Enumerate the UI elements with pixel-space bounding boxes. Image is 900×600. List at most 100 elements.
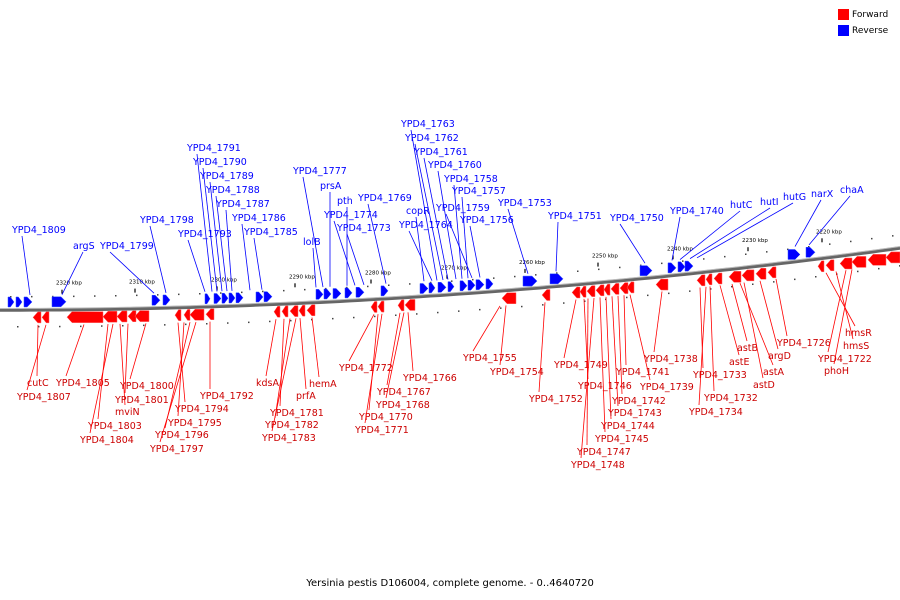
reverse-label-leader (696, 202, 794, 259)
forward-gene-label: astA (763, 367, 784, 378)
forward-gene-label: hmsR (845, 328, 872, 339)
track-dot (808, 246, 810, 248)
track-dot (535, 274, 537, 276)
reverse-gene-label: chaA (840, 185, 864, 196)
reverse-gene-label: YPD4_1809 (11, 225, 66, 236)
forward-gene-label: mviN (115, 407, 140, 418)
forward-label-leader (299, 318, 307, 390)
track-dot (178, 293, 180, 296)
forward-gene-label: YPD4_1738 (643, 354, 698, 365)
reverse-gene-arrow (15, 296, 23, 308)
reverse-gene-label: YPD4_1786 (231, 213, 286, 224)
forward-gene-arrow (127, 310, 137, 322)
track-dot (248, 321, 250, 324)
reverse-label-leader (415, 216, 425, 282)
reverse-label-leader (209, 181, 223, 292)
legend-forward: Forward (838, 9, 888, 20)
reverse-label-leader (671, 216, 681, 261)
track-dot (80, 325, 82, 328)
forward-gene-arrow (705, 273, 713, 286)
forward-gene-label: YPD4_1781 (269, 408, 324, 419)
reverse-label-leader (109, 251, 155, 294)
forward-gene-arrow (281, 305, 289, 318)
track-dot (17, 326, 19, 328)
tick-label: 2280 kbp (365, 271, 391, 277)
forward-label-leader (119, 323, 126, 406)
forward-label-leader (563, 299, 577, 359)
track-dot (101, 325, 103, 327)
reverse-gene-arrow (549, 273, 564, 285)
reverse-label-leader (333, 220, 356, 286)
reverse-gene-arrow (428, 282, 436, 294)
forward-gene-arrow (741, 269, 755, 282)
reverse-label-leader (61, 251, 84, 295)
legend-forward-label: Forward (852, 9, 889, 20)
reverse-label-leader (202, 167, 218, 292)
track-dot (115, 295, 117, 297)
reverse-gene-label: copR (406, 206, 430, 217)
reverse-gene-label: YPD4_1761 (413, 147, 468, 158)
reverse-gene-label: YPD4_1763 (400, 119, 455, 130)
reverse-gene-label: argS (73, 241, 95, 252)
forward-label-leader (611, 296, 619, 407)
forward-gene-label: YPD4_1792 (199, 391, 254, 402)
forward-gene-label: cutC (27, 378, 49, 389)
forward-gene-arrow (867, 254, 887, 266)
forward-gene-label: kdsA (256, 378, 279, 389)
reverse-label-leader (507, 208, 529, 274)
forward-gene-arrow (306, 304, 316, 317)
forward-label-leader (739, 282, 774, 366)
reverse-gene-label: hutC (730, 200, 753, 211)
forward-gene-label: YPD4_1747 (576, 447, 631, 458)
forward-gene-label: phoH (824, 366, 849, 377)
forward-gene-label: YPD4_1772 (338, 363, 393, 374)
forward-gene-label: YPD4_1805 (55, 378, 110, 389)
track-dot (703, 258, 705, 260)
reverse-label-leader (187, 239, 206, 292)
reverse-gene-arrow (437, 282, 447, 293)
forward-gene-label: YPD4_1794 (174, 404, 229, 415)
forward-gene-label: YPD4_1744 (600, 421, 655, 432)
track-dot (94, 295, 96, 297)
reverse-gene-arrow (213, 293, 222, 304)
forward-gene-arrow (595, 284, 605, 297)
reverse-gene-arrow (332, 288, 342, 299)
track-dot (325, 287, 327, 290)
forward-label-leader (698, 286, 707, 406)
reverse-gene-label: pth (337, 196, 353, 207)
reverse-gene-arrow (380, 285, 389, 297)
forward-label-leader (407, 312, 414, 372)
reverse-label-leader (453, 184, 463, 279)
forward-gene-arrow (603, 283, 611, 296)
track-dot (626, 296, 628, 299)
track-dot (143, 324, 145, 327)
track-dot (871, 237, 873, 240)
forward-gene-label: YPD4_1722 (817, 354, 872, 365)
reverse-gene-arrow (355, 287, 365, 298)
forward-label-leader (719, 285, 740, 356)
forward-label-leader (827, 270, 847, 353)
forward-label-leader (709, 286, 715, 392)
reverse-gene-arrow (677, 261, 686, 273)
forward-gene-label: argD (768, 351, 791, 362)
track-dot (661, 262, 663, 265)
reverse-label-leader (367, 203, 387, 284)
reverse-gene-label: YPD4_1777 (292, 166, 347, 177)
track-dot (409, 283, 411, 285)
track-dot (563, 302, 565, 304)
forward-label-leader (368, 314, 379, 411)
reverse-gene-label: YPD4_1774 (323, 210, 378, 221)
reverse-label-leader (241, 223, 251, 291)
track-dot (640, 264, 642, 267)
reverse-label-leader (445, 213, 473, 279)
forward-gene-arrow (619, 282, 629, 294)
forward-gene-label: YPD4_1801 (114, 395, 169, 406)
forward-gene-arrow (370, 301, 378, 313)
track-dot (850, 240, 852, 243)
track-dot (430, 281, 432, 284)
reverse-label-leader (555, 221, 559, 272)
reverse-gene-label: YPD4_1758 (443, 174, 498, 185)
reverse-gene-label: YPD4_1773 (336, 223, 391, 234)
forward-gene-label: YPD4_1742 (611, 396, 666, 407)
